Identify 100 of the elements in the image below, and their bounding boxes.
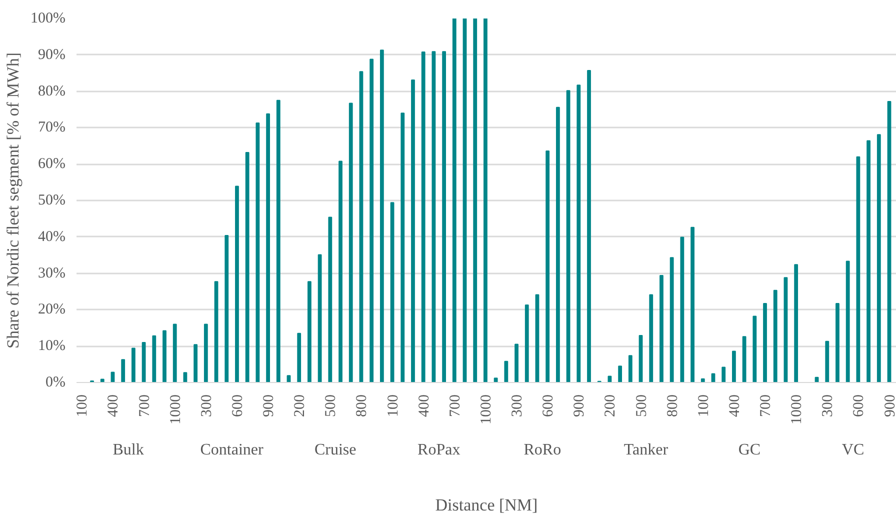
bar (152, 335, 156, 382)
bar (514, 344, 518, 382)
bar (370, 58, 374, 382)
x-tick-label: 200 (292, 394, 308, 417)
bar (825, 340, 830, 382)
bar (400, 112, 405, 382)
x-tick-label: 900 (882, 394, 896, 417)
x-axis-title: Distance [NM] (435, 496, 538, 514)
bar (773, 290, 778, 382)
bar (504, 360, 508, 382)
bar (380, 50, 384, 382)
bar (297, 332, 302, 382)
y-tick-label: 10% (38, 338, 66, 354)
bar (214, 281, 218, 382)
bar (421, 51, 426, 382)
bar (628, 355, 632, 382)
x-tick-label: 1000 (478, 394, 494, 424)
x-tick-label: 100 (385, 394, 402, 417)
y-axis-title: Share of Nordic fleet segment [% of MWh] (4, 52, 23, 348)
x-tick-label: 400 (416, 394, 432, 417)
bar (266, 113, 270, 382)
bar (700, 378, 705, 382)
x-tick-label: 300 (198, 394, 215, 417)
bar (732, 350, 736, 382)
bar (308, 281, 312, 382)
bar (742, 336, 746, 382)
bar (836, 303, 840, 382)
x-tick-label: 400 (106, 394, 122, 417)
x-tick-label: 800 (354, 394, 370, 417)
y-tick-label: 20% (38, 302, 66, 318)
bar (722, 366, 726, 382)
x-tick-label: 300 (820, 394, 836, 417)
bar (649, 294, 654, 382)
bar (546, 150, 550, 382)
bar (204, 324, 208, 382)
x-tick-label: 800 (664, 394, 681, 417)
bar (432, 51, 436, 382)
bar (235, 186, 239, 382)
text: Container (200, 442, 264, 458)
x-tick-label: 700 (136, 394, 153, 417)
bar (618, 366, 622, 382)
x-tick-label: 600 (230, 394, 246, 417)
bar (680, 236, 684, 382)
bar (576, 84, 581, 382)
y-tick-label: 50% (38, 192, 66, 208)
y-tick-label: 100% (30, 10, 66, 26)
y-tick-label: 0% (46, 374, 66, 390)
x-tick-label: 200 (602, 394, 619, 417)
x-tick-label: 100 (74, 394, 91, 417)
y-tick-label: 60% (38, 156, 66, 172)
x-tick-label: 300 (510, 394, 526, 417)
bar (587, 70, 591, 382)
x-tick-label: 900 (261, 394, 278, 417)
bar (245, 152, 250, 382)
bar (411, 80, 415, 382)
x-tick-label: 500 (323, 394, 340, 417)
bar (524, 304, 529, 382)
y-tick-label: 40% (38, 228, 66, 245)
bar (348, 102, 353, 382)
bar (784, 277, 788, 382)
y-tick-label: 70% (38, 120, 66, 136)
bar (121, 359, 126, 382)
x-tick-label: 100 (696, 394, 712, 417)
y-tick-label: 30% (38, 265, 66, 282)
bar (887, 100, 892, 382)
x-tick-label: 400 (726, 394, 743, 417)
bar (100, 378, 104, 382)
bar (256, 122, 260, 382)
text: GC (738, 442, 761, 458)
bar (473, 18, 478, 382)
bar (484, 18, 488, 382)
bar (846, 260, 850, 382)
text: Cruise (314, 442, 356, 458)
bar (494, 378, 498, 382)
bar (670, 257, 674, 382)
text: RoPax (418, 442, 460, 458)
text: Tanker (624, 442, 669, 458)
bar (224, 234, 229, 382)
bar (172, 324, 177, 382)
bar (660, 274, 664, 382)
bar (794, 264, 798, 382)
x-tick-label: 500 (634, 394, 650, 417)
bar (866, 140, 870, 382)
x-tick-label: 600 (540, 394, 557, 417)
x-tick-label: 700 (447, 394, 464, 417)
bar (162, 330, 166, 382)
bar (194, 344, 198, 382)
x-tick-label: 700 (758, 394, 774, 417)
bar (131, 348, 136, 382)
bar (318, 254, 322, 382)
bar (690, 226, 694, 382)
x-tick-label: 1000 (789, 394, 806, 424)
bar (856, 156, 860, 382)
bar (556, 106, 560, 382)
bar (390, 202, 394, 382)
bar (338, 160, 342, 382)
x-tick-label: 1000 (168, 394, 184, 424)
text: VC (842, 442, 864, 458)
bar (442, 51, 446, 382)
x-tick-label: 900 (572, 394, 588, 417)
